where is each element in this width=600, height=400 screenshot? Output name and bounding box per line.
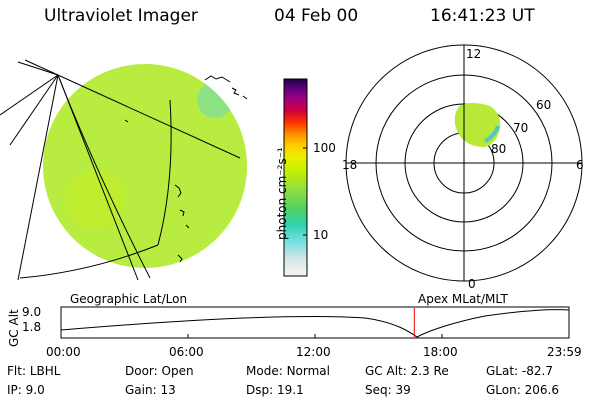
grid-line-6 <box>9 74 59 146</box>
glon-label: GLon: <box>486 383 521 397</box>
geo-grid <box>0 59 241 281</box>
disk-yellow-patch <box>65 170 125 230</box>
glon-value: 206.6 <box>524 383 559 397</box>
date-label: 04 Feb 00 <box>274 6 359 26</box>
ip-value: 9.0 <box>25 383 45 397</box>
timeline-frame <box>60 306 570 339</box>
gain-value: 13 <box>160 383 176 397</box>
colorbar <box>283 78 308 277</box>
glon-info: GLon: 206.6 <box>486 383 559 397</box>
dsp-info: Dsp: 19.1 <box>246 383 304 397</box>
timeline-y-tick-high: 9.0 <box>22 305 42 319</box>
flt-label: Flt: <box>7 364 26 378</box>
altitude-curve <box>60 309 570 338</box>
flt-value: LBHL <box>29 364 61 378</box>
seq-value: 39 <box>395 383 411 397</box>
door-value: Open <box>161 364 194 378</box>
aurora-edge <box>484 125 500 143</box>
timeline-x-tick-0600: 06:00 <box>169 345 204 359</box>
gcalt-label: GC Alt: <box>365 364 407 378</box>
gain-label: Gain: <box>125 383 157 397</box>
coast-3 <box>242 95 248 100</box>
door-label: Door: <box>125 364 158 378</box>
door-info: Door: Open <box>125 364 194 378</box>
grid-line-9 <box>17 61 59 76</box>
mlt-6: 6 <box>576 158 584 172</box>
grid-line-5 <box>0 74 59 116</box>
gcalt-value: 2.3 Re <box>410 364 449 378</box>
earth-image <box>0 59 248 281</box>
timeline-right-label: Apex MLat/MLT <box>418 292 508 306</box>
mlt-18: 18 <box>342 158 357 172</box>
polar-plot: 12 18 6 0 60 70 80 <box>342 44 584 290</box>
grid-line-4 <box>57 74 139 281</box>
disk-cyan-patch <box>197 82 233 118</box>
mode-info: Mode: Normal <box>246 364 330 378</box>
gcalt-info: GC Alt: 2.3 Re <box>365 364 449 378</box>
coastlines <box>124 75 248 263</box>
timeline-x-tick-1200: 12:00 <box>296 345 331 359</box>
coast-2 <box>231 87 240 96</box>
grid-line-2 <box>17 74 59 281</box>
grid-line-8 <box>157 99 172 246</box>
glat-info: GLat: -82.7 <box>486 364 553 378</box>
colorbar-fill <box>283 78 308 277</box>
timeline-y-tick-low: 1.8 <box>22 320 42 334</box>
coast-5 <box>179 209 185 217</box>
timeline-x-tick-1800: 18:00 <box>423 345 458 359</box>
ip-label: IP: <box>7 383 22 397</box>
dsp-label: Dsp: <box>246 383 274 397</box>
lat-70: 70 <box>513 121 528 135</box>
coast-7 <box>177 254 183 263</box>
dsp-value: 19.1 <box>276 383 304 397</box>
timeline-plot <box>60 306 570 339</box>
timeline-x-ticks <box>60 334 570 338</box>
glat-label: GLat: <box>486 364 519 378</box>
timeline-y-title: GC Alt <box>7 309 21 347</box>
lat-60: 60 <box>536 98 551 112</box>
coast-4 <box>174 184 182 198</box>
grid-line-1 <box>24 59 241 159</box>
timeline-x-tick-0000: 00:00 <box>46 345 81 359</box>
timeline-left-label: Geographic Lat/Lon <box>70 292 188 306</box>
mlt-12: 12 <box>466 47 481 61</box>
ip-info: IP: 9.0 <box>7 383 45 397</box>
gain-info: Gain: 13 <box>125 383 176 397</box>
time-label: 16:41:23 UT <box>430 6 535 26</box>
disk-noise <box>43 64 247 268</box>
aurora-region <box>454 103 501 147</box>
mode-label: Mode: <box>246 364 283 378</box>
seq-label: Seq: <box>365 383 392 397</box>
glat-value: -82.7 <box>521 364 553 378</box>
mode-value: Normal <box>286 364 330 378</box>
coast-6 <box>185 224 190 229</box>
seq-info: Seq: 39 <box>365 383 411 397</box>
colorbar-unit-label: photon cm⁻²s⁻¹ <box>275 147 289 240</box>
timeline-x-tick-2359: 23:59 <box>547 345 582 359</box>
coast-1 <box>204 75 231 83</box>
colorbar-tick-10: 10 <box>313 228 329 242</box>
mlt-0: 0 <box>468 277 476 290</box>
flt-info: Flt: LBHL <box>7 364 60 378</box>
instrument-title: Ultraviolet Imager <box>44 6 198 26</box>
lat-80: 80 <box>491 142 506 156</box>
grid-line-7 <box>19 244 159 279</box>
coast-8 <box>124 119 129 123</box>
colorbar-tick-100: 100 <box>313 141 336 155</box>
